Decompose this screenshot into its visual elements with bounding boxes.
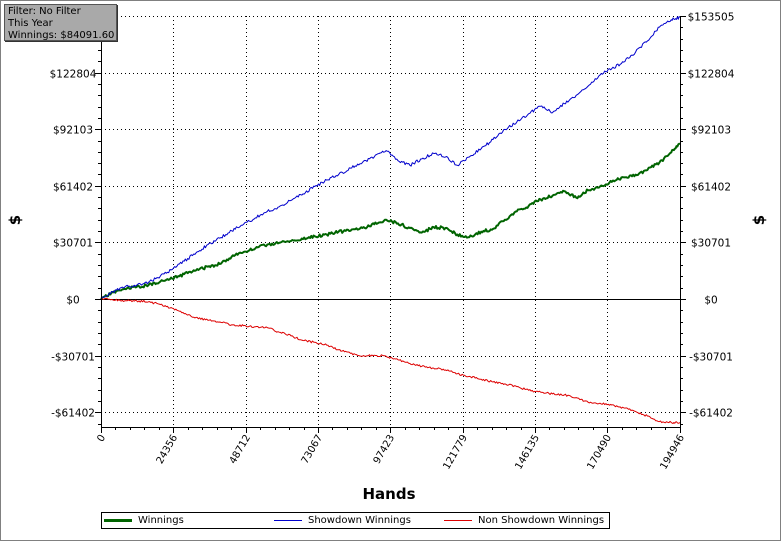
y-tick-label-left: -$30701 bbox=[51, 352, 95, 364]
y-tick-label-left: $92103 bbox=[53, 125, 93, 137]
y-axis-title-left: $ bbox=[6, 215, 24, 225]
legend-swatch-winnings bbox=[104, 519, 132, 522]
x-tick-label: 170490 bbox=[585, 433, 614, 472]
y-tick-label-right: $0 bbox=[704, 295, 717, 307]
y-tick-label-right: $122804 bbox=[688, 69, 735, 81]
x-tick-label: 0 bbox=[95, 433, 108, 444]
x-tick-label: 97423 bbox=[372, 433, 397, 466]
y-tick-label-right: -$30701 bbox=[689, 352, 733, 364]
y-tick-label-left: -$61402 bbox=[51, 408, 95, 420]
winnings-line bbox=[100, 142, 681, 300]
legend-label-non-showdown: Non Showdown Winnings bbox=[478, 515, 605, 526]
x-tick-label: 48712 bbox=[228, 433, 253, 466]
grid bbox=[101, 16, 680, 427]
y-tick-label-right: $61402 bbox=[691, 182, 731, 194]
legend-swatch-non-showdown bbox=[444, 520, 472, 521]
showdown-winnings-line bbox=[100, 16, 681, 300]
x-tick-label: 24356 bbox=[155, 433, 180, 466]
winnings-total-label: Winnings: $84091.60 bbox=[8, 30, 115, 41]
legend-label-showdown: Showdown Winnings bbox=[308, 515, 411, 526]
y-tick-label-right: $92103 bbox=[691, 125, 731, 137]
x-tick-label: 73067 bbox=[300, 433, 325, 466]
axes: -$61402 -$61402 -$30701 -$30701 $0 $0 $30701 $3… bbox=[50, 12, 735, 472]
y-tick-label-left: $122804 bbox=[50, 69, 97, 81]
y-axis-title-right: $ bbox=[750, 215, 768, 225]
x-tick-label: 146135 bbox=[513, 433, 542, 472]
y-tick-label-left: $0 bbox=[66, 295, 79, 307]
y-tick-label-right: $153505 bbox=[688, 12, 735, 24]
chart-legend: Winnings Showdown Winnings Non Showdown … bbox=[101, 512, 610, 529]
filter-label: Filter: No Filter bbox=[8, 6, 81, 17]
legend-label-winnings: Winnings bbox=[138, 515, 184, 526]
y-tick-label-right: -$61402 bbox=[689, 408, 733, 420]
x-tick-label: 121779 bbox=[441, 433, 470, 472]
y-tick-label-left: $30701 bbox=[53, 238, 93, 250]
legend-swatch-showdown bbox=[274, 520, 302, 521]
x-axis-title: Hands bbox=[362, 485, 415, 503]
filter-info-box: Filter: No Filter This Year Winnings: $8… bbox=[4, 4, 117, 41]
x-tick-label: 194946 bbox=[658, 433, 687, 472]
y-tick-label-right: $30701 bbox=[691, 238, 731, 250]
period-label: This Year bbox=[8, 18, 53, 29]
non-showdown-winnings-line bbox=[100, 297, 681, 424]
y-tick-label-left: $61402 bbox=[53, 182, 93, 194]
series-lines bbox=[100, 16, 681, 424]
